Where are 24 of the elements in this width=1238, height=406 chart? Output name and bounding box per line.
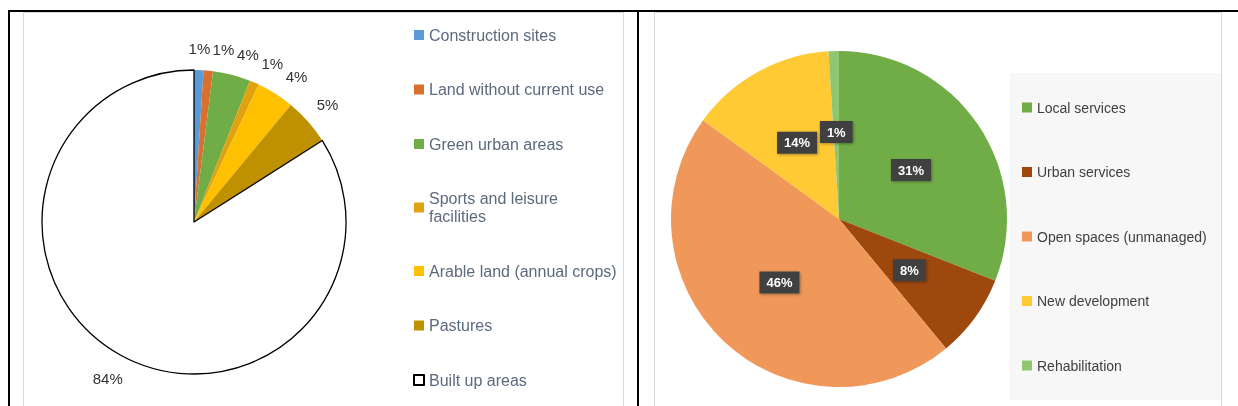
data-label: 4% [285, 68, 308, 86]
data-label: 31% [897, 162, 925, 178]
legend-label: Open spaces (unmanaged) [1037, 228, 1207, 245]
legend-label: Urban services [1037, 164, 1131, 180]
data-label: 14% [784, 135, 811, 151]
data-label: 1% [188, 40, 211, 58]
legend-label: Built up areas [429, 371, 527, 389]
legend-label: Pastures [429, 317, 493, 334]
legend-label: Rehabilitation [1037, 357, 1122, 374]
legend-label: Local services [1037, 99, 1126, 116]
data-label: 84% [92, 370, 123, 388]
legend-label: Construction sites [429, 26, 557, 44]
legend-label: New development [1037, 293, 1150, 309]
legend-label: Sports and leisure facilities [429, 190, 563, 225]
data-label: 4% [237, 46, 259, 64]
legend-label: Arable land (annual crops) [429, 262, 617, 280]
data-label: 1% [212, 41, 235, 59]
data-label: 5% [316, 95, 339, 113]
data-label: 1% [261, 54, 284, 72]
legend-label: Green urban areas [429, 135, 564, 153]
data-label: 1% [826, 124, 847, 140]
data-label: 8% [899, 262, 920, 278]
data-label: 46% [766, 274, 793, 290]
legend-label: Land without current use [429, 81, 605, 98]
